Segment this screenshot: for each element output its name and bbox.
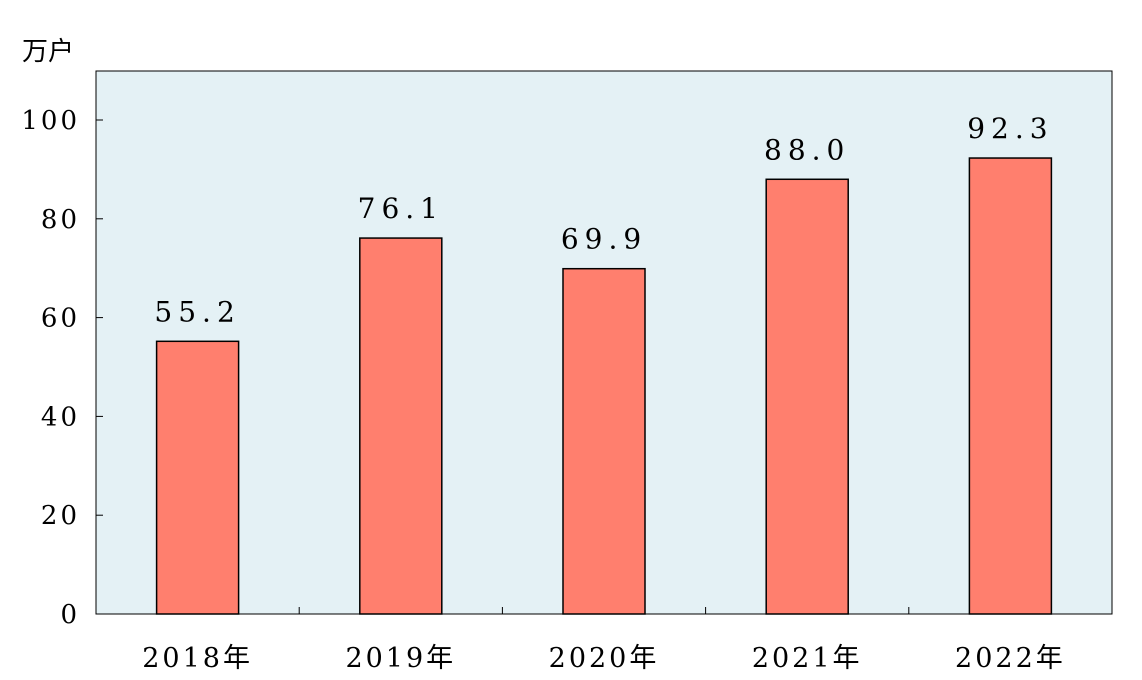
y-tick-label: 0: [60, 600, 80, 630]
y-tick-label: 20: [41, 501, 80, 531]
bar-2022年: [968, 157, 1053, 615]
category-label: 2020年: [549, 643, 660, 674]
bar-2021年: [765, 178, 849, 615]
y-tick-label: 80: [41, 205, 80, 235]
bar-series: [155, 157, 1053, 615]
y-tick-label: 40: [41, 402, 80, 432]
data-labels: 55.2 76.1 69.9 88.0 92.3: [154, 112, 1053, 328]
category-labels: 2018年 2019年 2020年 2021年 2022年: [142, 643, 1066, 674]
x-axis-ticks: [298, 607, 910, 614]
bar-2019年: [359, 237, 443, 615]
y-axis-unit-label: 万户: [22, 37, 74, 67]
y-tick-label: 100: [21, 106, 80, 136]
y-axis-ticks: 0 20 40 60 80 100: [21, 106, 103, 630]
data-label: 92.3: [967, 112, 1053, 145]
data-label: 55.2: [154, 295, 240, 328]
bar-2020年: [562, 267, 646, 615]
data-label: 69.9: [561, 223, 647, 256]
category-label: 2021年: [752, 643, 863, 674]
data-label: 76.1: [358, 192, 444, 225]
data-label: 88.0: [764, 133, 850, 166]
y-tick-label: 60: [41, 304, 80, 334]
bar-2018年: [155, 340, 240, 615]
category-label: 2018年: [142, 643, 253, 674]
category-label: 2022年: [955, 643, 1066, 674]
category-label: 2019年: [345, 643, 456, 674]
